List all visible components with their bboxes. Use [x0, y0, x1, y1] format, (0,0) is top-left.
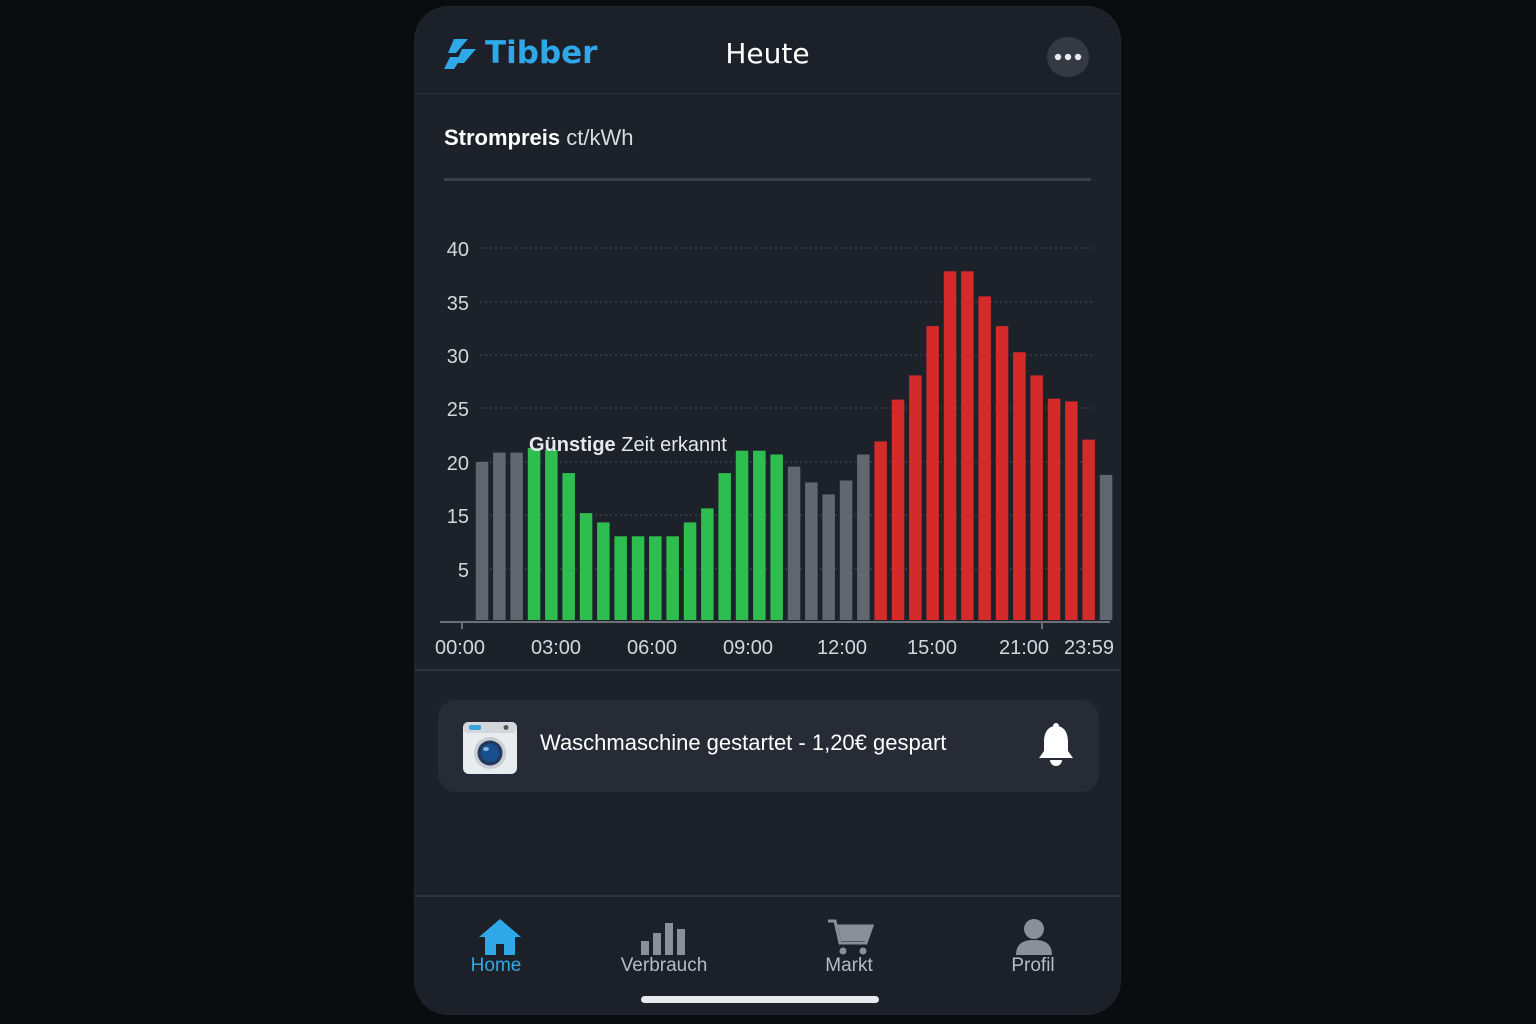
- price-bar: [614, 536, 627, 620]
- y-tick-label: 20: [447, 453, 469, 475]
- x-tick-label: 09:00: [723, 637, 773, 659]
- phone-screen: Tibber Heute Strompreis ct/kWh 40 35 30 25 2…: [415, 7, 1120, 1014]
- brand-name: Tibber: [485, 35, 598, 71]
- price-bar: [770, 454, 783, 620]
- price-bar: [510, 452, 523, 620]
- y-tick-label: 25: [447, 399, 469, 421]
- price-bar: [1013, 352, 1026, 620]
- x-tick-label: 00:00: [435, 637, 485, 659]
- price-bar: [718, 473, 731, 620]
- price-bar: [857, 454, 870, 620]
- price-bar: [545, 449, 558, 620]
- y-tick-label: 40: [447, 239, 469, 261]
- x-tick-label: 12:00: [817, 637, 867, 659]
- price-bar: [891, 399, 905, 620]
- price-bar: [822, 494, 835, 620]
- cart-icon: [828, 919, 874, 955]
- price-bar: [961, 271, 974, 621]
- bar-chart-icon: [641, 923, 685, 955]
- price-bar: [1065, 401, 1078, 620]
- tab-label-verbrauch: Verbrauch: [620, 955, 708, 976]
- price-bar: [735, 450, 749, 620]
- bell-icon[interactable]: [1036, 722, 1076, 768]
- price-bar: [475, 461, 489, 620]
- y-tick-label: 30: [447, 346, 469, 368]
- chart-title: Strompreis ct/kWh: [444, 125, 634, 151]
- price-bar: [562, 473, 575, 620]
- x-tick-label: 15:00: [907, 637, 957, 659]
- tab-label-home: Home: [470, 955, 522, 976]
- price-bar: [943, 271, 957, 621]
- tab-verbrauch[interactable]: Verbrauch: [589, 897, 739, 997]
- price-bar: [527, 447, 541, 620]
- app-header: Tibber Heute: [415, 7, 1120, 94]
- more-button[interactable]: [1047, 37, 1089, 77]
- more-dots-icon: [1054, 53, 1082, 61]
- price-bar: [597, 522, 610, 620]
- tab-home[interactable]: Home: [421, 897, 571, 997]
- home-icon: [479, 919, 521, 955]
- page-title: Heute: [725, 37, 810, 70]
- tab-bar: Home Verbrauch Markt: [415, 895, 1120, 1014]
- price-bar: [1099, 474, 1113, 620]
- y-tick-label: 15: [447, 506, 469, 528]
- price-bar: [839, 480, 853, 620]
- price-bar: [683, 522, 697, 620]
- price-bar: [753, 450, 766, 620]
- y-tick-label: 5: [458, 560, 469, 582]
- y-tick-label: 35: [447, 293, 469, 315]
- price-bar: [701, 508, 714, 620]
- tab-profil[interactable]: Profil: [958, 897, 1108, 997]
- title-divider: [444, 178, 1091, 181]
- price-bar: [995, 326, 1009, 620]
- price-bar: [926, 326, 939, 620]
- price-bar: [631, 536, 645, 620]
- notification-card[interactable]: Waschmaschine gestartet - 1,20€ gespart: [438, 700, 1099, 792]
- x-tick-label: 03:00: [531, 637, 581, 659]
- price-bar: [805, 482, 818, 620]
- price-bar: [978, 296, 991, 620]
- chart-title-label: Strompreis: [444, 125, 561, 150]
- notification-text: Waschmaschine gestartet - 1,20€ gespart: [540, 730, 947, 755]
- tab-label-markt: Markt: [825, 955, 873, 976]
- tibber-logo-icon: [444, 39, 476, 69]
- price-bar: [649, 536, 662, 620]
- price-bar: [1030, 375, 1043, 620]
- tab-markt[interactable]: Markt: [774, 897, 924, 997]
- person-icon: [1016, 919, 1052, 955]
- chart-title-unit: ct/kWh: [566, 125, 634, 150]
- home-indicator: [641, 996, 879, 1003]
- price-bar: [579, 513, 593, 620]
- price-bar: [1082, 439, 1095, 620]
- price-bar: [1047, 398, 1061, 620]
- x-tick-label: 06:00: [627, 637, 677, 659]
- x-tick-label: 23:59: [1064, 637, 1114, 659]
- washing-machine-icon: [463, 722, 517, 774]
- tab-label-profil: Profil: [1011, 955, 1055, 976]
- price-chart[interactable]: 40 35 30 25 20 15 5 00:00 03:00 06:00 09:00 12:00 15…: [415, 217, 1120, 677]
- price-bar: [787, 466, 801, 620]
- chart-annotation: Günstige Zeit erkannt: [529, 434, 727, 456]
- price-bar: [874, 441, 887, 620]
- price-bar: [493, 452, 506, 620]
- x-tick-label: 21:00: [999, 637, 1049, 659]
- price-bar: [909, 375, 922, 620]
- price-bar: [666, 536, 679, 620]
- chart-divider: [415, 669, 1120, 671]
